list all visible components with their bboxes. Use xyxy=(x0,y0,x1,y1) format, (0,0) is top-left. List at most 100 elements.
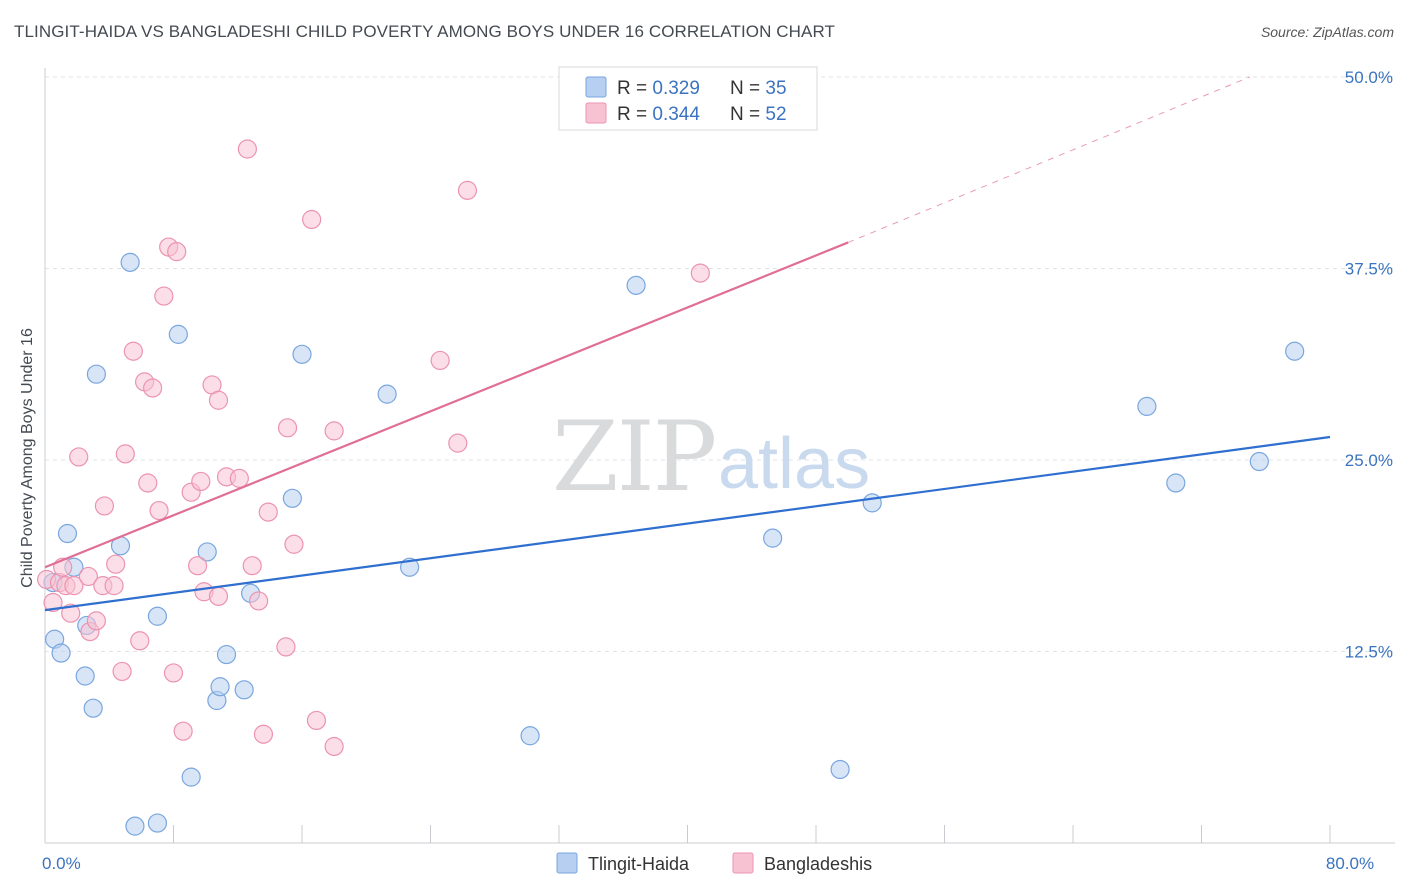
point-bangladeshi-25 xyxy=(163,663,184,683)
point-bangladeshi-7 xyxy=(69,447,89,467)
point-tlingit-31 xyxy=(1137,396,1157,416)
point-tlingit-14 xyxy=(168,324,188,344)
point-bangladeshi-27 xyxy=(173,721,193,741)
point-tlingit-12 xyxy=(147,813,168,833)
point-tlingit-13 xyxy=(147,606,168,626)
point-bangladeshi-6 xyxy=(64,576,84,596)
legend-n-value-2: 52 xyxy=(765,104,786,125)
legend-r-value-2: 0.344 xyxy=(652,104,700,125)
point-bangladeshi-18 xyxy=(130,631,150,651)
watermark-zip: ZIP xyxy=(552,401,715,513)
point-bangladeshi-39 xyxy=(249,591,269,611)
point-tlingit-18 xyxy=(210,677,230,697)
legend-n-value-1: 35 xyxy=(765,78,786,99)
point-tlingit-2 xyxy=(51,643,71,663)
point-tlingit-20 xyxy=(234,680,254,700)
point-tlingit-27 xyxy=(626,275,646,295)
point-bangladeshi-15 xyxy=(112,661,132,682)
legend-n-label-2: N = xyxy=(730,104,765,125)
legend-r-label-1: R = xyxy=(617,78,652,99)
legend-swatch-bangladeshi xyxy=(585,102,607,124)
svg-text:N = 52: N = 52 xyxy=(730,104,787,125)
point-tlingit-26 xyxy=(520,726,540,746)
point-tlingit-28 xyxy=(763,528,783,548)
point-tlingit-34 xyxy=(1285,341,1305,361)
correlation-legend: R = 0.329 N = 35 R = 0.344 N = 52 xyxy=(558,66,818,131)
point-bangladeshi-23 xyxy=(154,286,174,306)
point-bangladeshi-52 xyxy=(690,263,710,283)
legend-n-label-1: N = xyxy=(730,78,765,99)
y-tick-label-3: 50.0% xyxy=(1345,68,1393,87)
source-label: Source: ZipAtlas.com xyxy=(1260,24,1394,40)
legend-r-label-2: R = xyxy=(617,104,652,125)
point-bangladeshi-13 xyxy=(104,576,124,596)
point-tlingit-22 xyxy=(282,488,302,508)
point-bangladeshi-47 xyxy=(324,421,344,441)
watermark-atlas: atlas xyxy=(718,424,870,504)
x-tick-label-0: 0.0% xyxy=(42,854,81,873)
point-bangladeshi-45 xyxy=(302,209,322,230)
point-tlingit-29 xyxy=(830,759,850,780)
point-tlingit-19 xyxy=(216,644,237,665)
y-tick-label-2: 37.5% xyxy=(1345,260,1393,279)
svg-text:N = 35: N = 35 xyxy=(730,78,787,99)
point-tlingit-8 xyxy=(86,364,107,384)
point-bangladeshi-34 xyxy=(208,586,229,606)
point-tlingit-23 xyxy=(292,344,312,364)
point-bangladeshi-21 xyxy=(143,378,163,398)
point-bangladeshi-42 xyxy=(276,637,296,657)
y-tick-label-0: 12.5% xyxy=(1345,643,1393,662)
point-bangladeshi-16 xyxy=(115,444,135,464)
svg-text:R = 0.344: R = 0.344 xyxy=(617,104,700,125)
point-bangladeshi-46 xyxy=(306,710,327,731)
point-bangladeshi-38 xyxy=(242,556,262,576)
bottom-legend-label-bangladeshi: Bangladeshis xyxy=(764,854,872,874)
point-bangladeshi-14 xyxy=(106,554,126,574)
trend-line-bangladeshi xyxy=(44,241,849,569)
point-tlingit-33 xyxy=(1249,451,1269,472)
point-bangladeshi-48 xyxy=(324,736,344,757)
point-tlingit-11 xyxy=(125,816,145,836)
point-bangladeshi-17 xyxy=(123,341,143,361)
point-bangladeshi-40 xyxy=(253,724,274,744)
point-bangladeshi-29 xyxy=(187,556,208,576)
point-bangladeshi-49 xyxy=(430,350,450,371)
trend-layer xyxy=(44,76,1331,612)
trend-line-ext-bangladeshi xyxy=(847,76,1250,243)
point-bangladeshi-22 xyxy=(149,500,169,521)
point-bangladeshi-30 xyxy=(191,471,211,492)
points-layer xyxy=(37,139,1305,836)
point-tlingit-15 xyxy=(181,767,201,787)
point-bangladeshi-37 xyxy=(237,139,257,159)
point-bangladeshi-8 xyxy=(78,566,98,587)
point-tlingit-30 xyxy=(862,493,882,513)
y-tick-label-1: 25.0% xyxy=(1345,451,1393,470)
axis-layer: 12.5% 25.0% 37.5% 50.0% 0.0% 80.0% xyxy=(42,68,1395,873)
legend-swatch-tlingit xyxy=(585,76,607,98)
point-bangladeshi-51 xyxy=(457,180,478,200)
point-bangladeshi-50 xyxy=(448,433,468,453)
svg-text:R = 0.329: R = 0.329 xyxy=(617,78,700,99)
series-legend: Tlingit-Haida Bangladeshis xyxy=(556,852,872,874)
point-bangladeshi-41 xyxy=(258,502,278,522)
point-tlingit-5 xyxy=(75,666,95,686)
x-tick-label-10: 80.0% xyxy=(1326,854,1374,873)
point-tlingit-16 xyxy=(197,542,217,562)
point-tlingit-25 xyxy=(400,557,420,577)
bottom-legend-swatch-tlingit xyxy=(556,852,578,874)
bottom-legend-label-tlingit: Tlingit-Haida xyxy=(588,854,690,874)
point-bangladeshi-43 xyxy=(277,418,298,438)
point-bangladeshi-12 xyxy=(94,496,115,516)
point-bangladeshi-5 xyxy=(61,603,81,623)
point-tlingit-3 xyxy=(57,523,78,544)
point-bangladeshi-10 xyxy=(86,611,107,631)
trend-line-tlingit xyxy=(44,435,1331,612)
bottom-legend-swatch-bangladeshi xyxy=(732,852,754,874)
point-bangladeshi-36 xyxy=(229,468,249,488)
point-tlingit-32 xyxy=(1166,473,1186,493)
watermark: ZIP atlas xyxy=(552,401,870,513)
point-bangladeshi-1 xyxy=(43,592,63,613)
point-tlingit-10 xyxy=(120,252,140,272)
point-bangladeshi-33 xyxy=(208,390,229,410)
